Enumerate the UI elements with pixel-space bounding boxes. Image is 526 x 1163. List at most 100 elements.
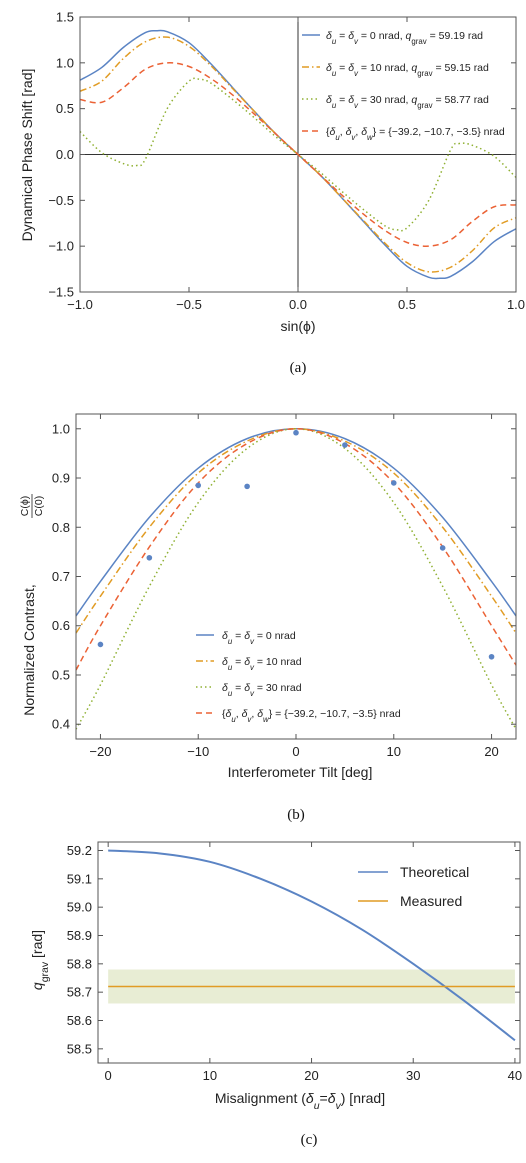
chart-c-ytick-label: 58.5 [67,1041,92,1056]
chart-b-legend-label-2: δu = δv = 10 nrad [222,656,302,672]
chart-b-legend-label-4-part: δ [257,708,263,720]
chart-a-ylabel: Dynamical Phase Shift [rad] [19,69,35,242]
chart-c-xtick-label: 40 [508,1068,522,1083]
chart-a-legend-label-2-part: v [354,69,359,78]
chart-a-legend-label-4-part: , [355,126,361,138]
chart-b-legend-label-1-part: δ [222,630,228,642]
chart-a-legend-label-2-part: = 59.15 rad [433,62,489,74]
chart-c-legend-label-2: Measured [400,893,462,909]
chart-a-legend-label-3-part: grav [417,101,432,110]
chart-b-data-point-4 [244,483,250,490]
chart-c-xtick-label: 0 [105,1068,112,1083]
chart-a-legend-label-3-part: = 30 nrad, [358,94,411,106]
chart-a-legend-label-2: δu = δv = 10 nrad, qgrav = 59.15 rad [326,62,489,78]
chart-b-ytick-label: 0.5 [52,667,70,682]
chart-a-series-4-line [79,61,517,248]
chart-b-legend-label-2-part: = [232,656,244,668]
chart-b-data-point-7 [390,480,397,486]
chart-c-xtick-label: 10 [203,1068,217,1083]
chart-b-xtick-label: 20 [484,744,498,759]
chart-b-legend-label-1-part: v [250,637,255,646]
chart-a-ytick-label: −1.5 [48,285,74,300]
chart-a-legend-label-2-part: u [332,69,337,78]
chart-b-legend-label-1-part: = [232,630,244,642]
chart-c-xlabel-part: δ [328,1090,336,1106]
chart-c-ylabel-part: q [29,982,45,990]
chart-a-legend-label-3-part: u [332,101,337,110]
chart-c-ytick-label: 59.2 [67,843,92,858]
chart-c-ylabel: qgrav [rad] [29,930,51,990]
chart-a-legend-label-1: δu = δv = 0 nrad, qgrav = 59.19 rad [326,30,483,46]
chart-a-ytick-label: 1.0 [56,55,74,70]
chart-a-ytick-label: 0.5 [56,101,74,116]
chart-a-xtick-label: −1.0 [67,297,93,312]
chart-c-xlabel-part: = [320,1090,328,1106]
chart-b-xtick-label: −10 [187,744,209,759]
chart-a-legend-label-1-part: q [406,30,412,42]
chart-a-xtick-label: 0.0 [289,297,307,312]
chart-a-phase-shift: −1.0 −0.5 0.0 0.5 1.0−1.5−1.0−0.50.00.51.01.… [19,10,525,377]
chart-c-ytick-label: 59.1 [67,871,92,886]
chart-b-xtick-label: 0 [292,744,299,759]
chart-b-legend-label-2-part: δ [222,656,228,668]
chart-b-ytick-label: 0.8 [52,520,70,535]
chart-b-data-point-5 [293,429,299,436]
chart-c-xlabel: Misalignment (δu=δv) [nrad] [215,1090,385,1112]
chart-b-ylabel: Normalized Contrast, [21,584,37,716]
chart-a-legend-label-4-part: δ [346,126,352,138]
chart-b-series-2-line [75,428,517,634]
chart-b-xlabel: Interferometer Tilt [deg] [228,764,373,780]
chart-a-xtick-label: 0.5 [398,297,416,312]
chart-a-legend-label-4-part: } = {−39.2, −10.7, −3.5} nrad [373,126,505,138]
chart-b-series-4-line [75,428,517,671]
chart-a-ytick-label: 1.5 [56,10,74,25]
chart-b-legend-label-2-part: δ [244,656,250,668]
chart-a-legend-label-3-part: q [411,94,417,106]
chart-a-legend-label-3-part: = 58.77 rad [433,94,489,106]
chart-c-xlabel-part: Misalignment ( [215,1090,306,1106]
chart-a-legend-label-4-part: { [326,126,330,138]
chart-b-legend-label-1-part: = 0 nrad [254,630,296,642]
chart-a-xtick-label: 1.0 [507,297,525,312]
chart-b-data-point-9 [488,653,495,660]
chart-b-legend-label-4-part: } = {−39.2, −10.7, −3.5} nrad [269,708,401,720]
chart-c-ytick-label: 58.7 [67,985,92,1000]
chart-c-ytick-label: 58.9 [67,928,92,943]
chart-a-legend-label-4-part: , [340,126,346,138]
chart-c-ytick-label: 58.8 [67,956,92,971]
chart-b-legend-label-4-part: , [251,708,257,720]
chart-a-legend-label-3: δu = δv = 30 nrad, qgrav = 58.77 rad [326,94,489,110]
chart-b-legend-label-3: δu = δv = 30 nrad [222,682,302,698]
chart-b-legend-label-3-part: u [228,689,233,698]
chart-b-caption: (b) [287,807,305,823]
chart-a-legend-label-2-part: = 10 nrad, [358,62,411,74]
chart-b-legend-label-4-part: δ [226,708,232,720]
chart-a-legend-label-3-part: δ [326,94,332,106]
chart-b-legend-label-4-part: { [222,708,226,720]
chart-b-ytick-label: 1.0 [52,421,70,436]
chart-b-series-3-line [75,428,517,730]
chart-c-xlabel-part: δ [306,1090,314,1106]
chart-a-ytick-label: −1.0 [48,239,74,254]
chart-b-series-1-line [75,428,517,617]
chart-b-legend-label-3-part: = 30 nrad [254,682,302,694]
chart-b-ytick-label: 0.4 [52,717,70,732]
chart-c-ytick-label: 58.6 [67,1013,92,1028]
chart-b-legend-label-1-part: δ [244,630,250,642]
chart-b-xtick-label: −20 [89,744,111,759]
chart-c-series-1-line [108,849,516,1042]
chart-b-data-point-1 [97,641,104,648]
chart-b-data-point-2 [146,554,153,561]
chart-c-ylabel-part: grav [39,961,51,982]
chart-c-qgrav: 0 10 20 30 40 58.5 58.6 58.7 58.8 58.9 59.0 59.1 59.… [29,841,522,1148]
chart-b-contrast: −20 −10 0 10 20 0.4 0.5 0.6 0.7 0.8 0.9 1.0 (b) Inter… [19,413,517,823]
chart-b-xtick-label: 10 [387,744,401,759]
chart-b-legend-label-4: {δu, δv, δw} = {−39.2, −10.7, −3.5} nrad [222,708,401,724]
chart-c-ytick-label: 59.0 [67,900,92,915]
chart-a-legend-label-2-part: grav [417,69,432,78]
chart-a-legend-label-4-part: w [367,133,374,142]
chart-b-legend-label-1-part: u [228,637,233,646]
chart-c-ylabel-part: [rad] [29,930,45,962]
chart-c-xlabel-part: ) [nrad] [341,1090,385,1106]
